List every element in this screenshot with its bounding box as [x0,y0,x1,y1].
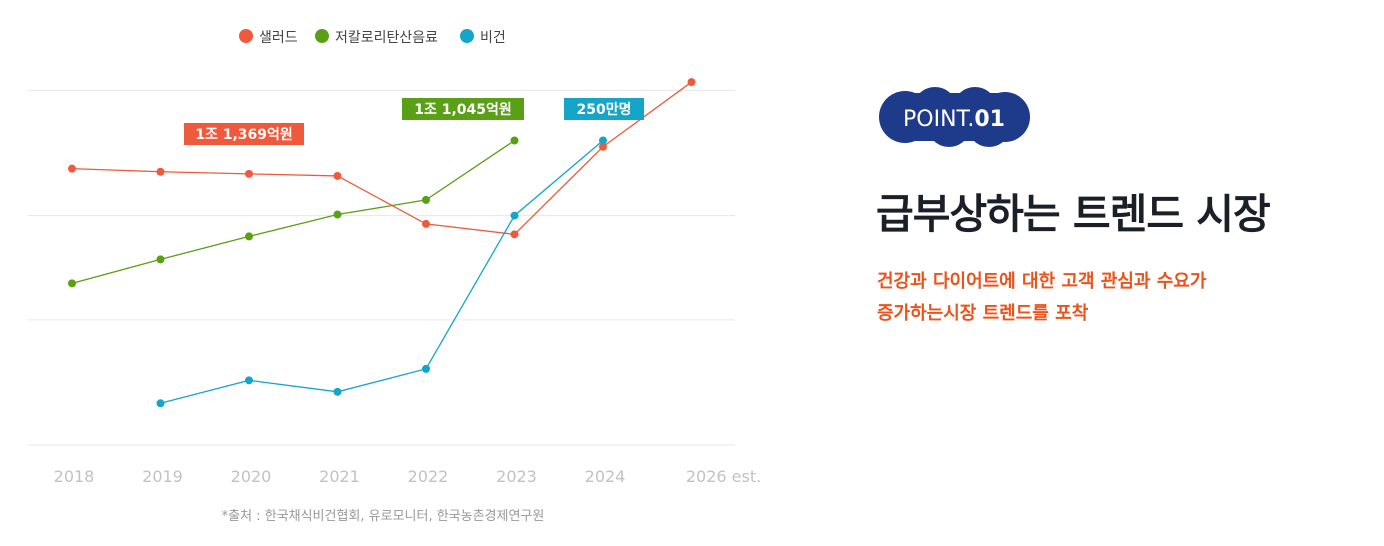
svg-text:POINT.01: POINT.01 [903,107,1005,132]
legend-item: 저칼로리탄산음료 [315,29,438,46]
data-point [156,167,165,176]
callout-label: 1조 1,045억원 [414,102,512,118]
data-point [510,211,519,220]
callout-box [184,123,304,145]
data-point [687,78,696,87]
callout-box [402,98,524,120]
callout-box [564,98,644,120]
subtext-line-1: 건강과 다이어트에 대한 고객 관심과 수요가 [877,271,1207,292]
data-point [510,230,519,239]
legend-label: 샐러드 [259,30,298,46]
x-tick-label: 2026 est. [686,467,761,486]
callout-label: 1조 1,369억원 [195,127,293,143]
data-point [68,164,76,173]
data-point [245,169,253,178]
data-point [156,399,165,408]
legend-swatch [460,29,474,43]
legend-swatch [239,29,253,43]
badge-number: 01 [974,107,1005,132]
legend-swatch [315,29,329,43]
headline: 급부상하는 트렌드 시장 [876,190,1271,238]
data-point [422,364,430,373]
gridlines [28,89,735,446]
callout: 1조 1,045억원 [402,98,524,120]
badge-text: POINT. [903,107,974,132]
data-point [599,142,607,151]
legend-label: 비건 [480,30,506,46]
subtext: 건강과 다이어트에 대한 고객 관심과 수요가 증가하는시장 트렌드를 포착 [877,266,1206,330]
callout-label: 250만명 [577,101,632,118]
callout: 250만명 [564,98,644,120]
series-line [71,139,515,284]
point-badge: POINT.01 [879,87,1030,147]
series-points [68,78,696,408]
data-point [68,279,76,288]
x-tick-label: 2019 [142,467,183,486]
legend-label: 저칼로리탄산음료 [335,30,438,46]
x-tick-label: 2021 [319,467,360,486]
data-point [422,195,430,204]
callout-labels: 1조 1,369억원 1조 1,045억원 250만명 [184,98,644,145]
x-tick-label: 2023 [496,467,537,486]
data-point [422,219,430,228]
data-point [510,136,519,145]
x-tick-label: 2018 [54,467,95,486]
series-line [160,139,604,404]
x-tick-label: 2022 [408,467,449,486]
data-point [245,376,253,385]
x-tick-label: 2024 [585,467,626,486]
x-axis-ticks: 2018 2019 2020 2021 2022 2023 2024 2026 est. [54,467,762,486]
data-point [333,387,342,396]
x-tick-label: 2020 [231,467,272,486]
subtext-line-2: 증가하는시장 트렌드를 포착 [877,303,1089,324]
legend-item: 샐러드 [239,29,298,46]
series-line [71,81,692,236]
source-note: *출처 : 한국채식비건협회, 유로모니터, 한국농촌경제연구원 [222,509,545,524]
data-point [156,255,165,264]
chart-legend: 샐러드 저칼로리탄산음료 비건 [239,29,506,46]
data-point [245,232,253,241]
data-point [599,136,607,145]
series-lines [71,81,692,404]
data-point [333,171,342,180]
callout: 1조 1,369억원 [184,123,304,145]
legend-item: 비건 [460,29,506,46]
data-point [333,210,342,219]
